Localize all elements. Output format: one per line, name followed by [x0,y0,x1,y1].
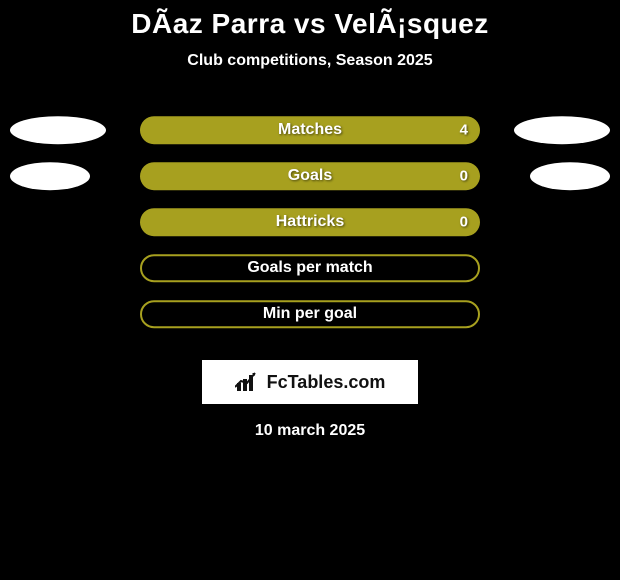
stat-label: Min per goal [263,305,357,323]
stat-bar: Matches 4 [140,116,480,144]
page-title: DÃ­az Parra vs VelÃ¡squez [0,0,620,40]
stat-label: Matches [278,121,342,139]
logo-text: FcTables.com [267,372,386,393]
stat-bar: Goals per match [140,254,480,282]
stat-bar: Goals 0 [140,162,480,190]
stats-container: Matches 4 Goals 0 Hattricks 0 [0,110,620,340]
stat-row: Min per goal [0,294,620,340]
stat-row: Goals 0 [0,156,620,202]
left-marker [10,162,90,190]
stat-value: 0 [460,168,468,185]
stat-value: 4 [460,122,468,139]
stat-bar: Hattricks 0 [140,208,480,236]
page-subtitle: Club competitions, Season 2025 [0,52,620,70]
stat-value: 0 [460,214,468,231]
right-marker [514,116,610,144]
stat-label: Hattricks [276,213,344,231]
stat-row: Hattricks 0 [0,202,620,248]
bar-chart-icon [235,371,261,393]
stat-bar: Min per goal [140,300,480,328]
right-marker [530,162,610,190]
stat-row: Goals per match [0,248,620,294]
logo-box: FcTables.com [202,360,418,404]
stat-label: Goals [288,167,332,185]
left-marker [10,116,106,144]
stat-label: Goals per match [247,259,372,277]
footer-date: 10 march 2025 [0,422,620,440]
stat-row: Matches 4 [0,110,620,156]
